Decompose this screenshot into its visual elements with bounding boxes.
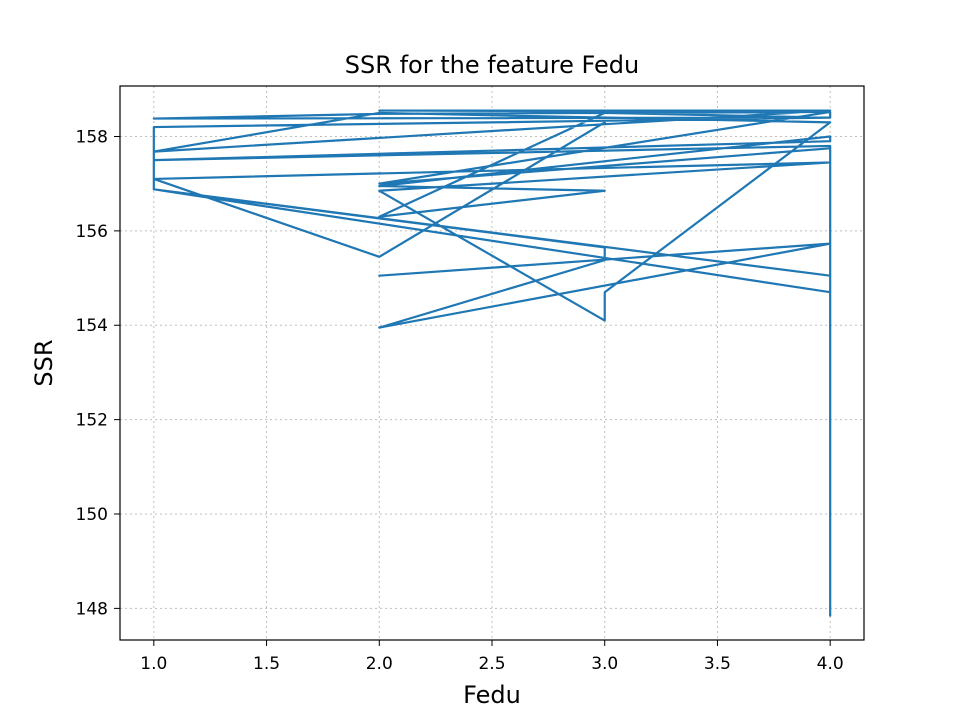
y-tick-label: 158 — [76, 127, 108, 147]
grid-layer — [120, 86, 864, 640]
chart-title: SSR for the feature Fedu — [345, 51, 639, 79]
x-tick-label: 2.0 — [366, 654, 393, 674]
y-tick-label: 156 — [76, 222, 108, 242]
y-tick-label: 154 — [76, 316, 108, 336]
x-tick-label: 1.0 — [140, 654, 167, 674]
y-tick-label: 148 — [76, 599, 108, 619]
x-tick-label: 1.5 — [253, 654, 280, 674]
y-tick-label: 152 — [76, 411, 108, 431]
ssr-series-line — [152, 109, 832, 617]
x-tick-label: 2.5 — [478, 654, 505, 674]
y-tick-label: 150 — [76, 505, 108, 525]
y-axis-label: SSR — [30, 339, 58, 386]
x-tick-label: 3.5 — [704, 654, 731, 674]
x-tick-label: 4.0 — [817, 654, 844, 674]
x-tick-label: 3.0 — [591, 654, 618, 674]
x-axis-label: Fedu — [463, 681, 521, 709]
data-layer — [152, 109, 832, 617]
tick-layer: 1.0 1.5 2.0 2.5 3.0 3.5 4.0 148 150 152 154 156 158 — [76, 127, 844, 674]
